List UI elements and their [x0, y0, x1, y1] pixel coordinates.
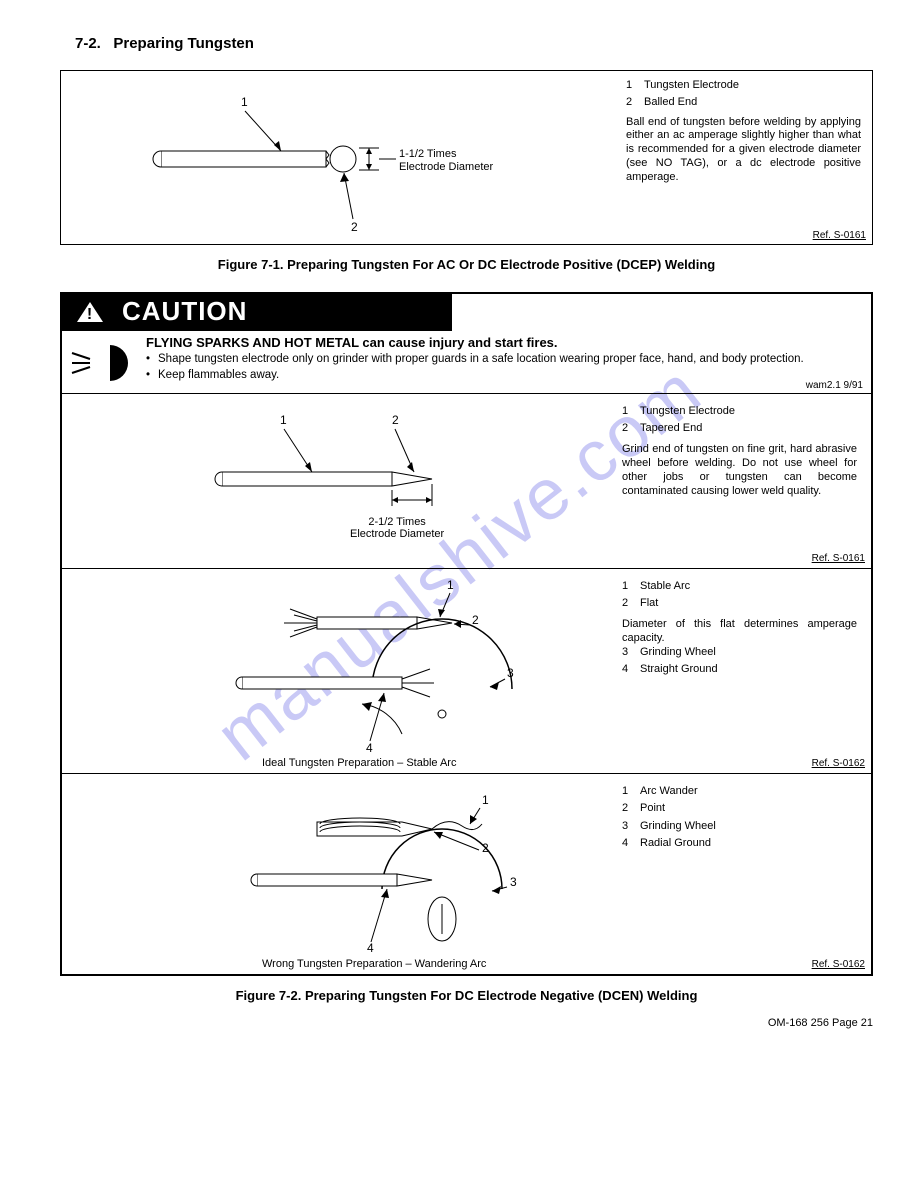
section-heading: 7-2. Preparing Tungsten: [75, 35, 873, 52]
fig2-panel-2: 1 2 3 4 1Stable Arc 2Flat Diameter of th…: [62, 569, 871, 774]
svg-text:!: !: [87, 306, 93, 323]
svg-text:2: 2: [392, 413, 399, 427]
fig2-p3-diagram: 1 2 3 4: [62, 774, 602, 969]
svg-text:2: 2: [482, 841, 489, 855]
svg-text:2: 2: [472, 613, 479, 627]
figure-7-1-box: 1 2 1-1/2 Times Electrode Diameter 1Tung…: [60, 70, 873, 245]
fig2-p2-caption: Ideal Tungsten Preparation – Stable Arc: [262, 757, 456, 769]
fig2-p2-legend: 1Stable Arc 2Flat Diameter of this flat …: [622, 579, 857, 680]
fig2-panel-3: 1 2 3 4 1Arc Wander 2Point 3Grinding Whe…: [62, 774, 871, 974]
fig1-diagram: 1 2: [61, 71, 621, 246]
caution-bullet-2: Keep flammables away.: [146, 368, 863, 384]
caution-body: FLYING SPARKS AND HOT METAL can cause in…: [62, 331, 871, 394]
fig2-p3-legend: 1Arc Wander 2Point 3Grinding Wheel 4Radi…: [622, 784, 857, 853]
svg-text:4: 4: [367, 941, 374, 955]
fig2-panel-1: 1 2 2-1/2 Times Electrode Diameter 1Tung…: [62, 394, 871, 569]
callout-1: 1: [241, 95, 248, 109]
fig2-p1-legend: 1Tungsten Electrode 2Tapered End Grind e…: [622, 404, 857, 499]
fig2-p1-dim: 2-1/2 Times Electrode Diameter: [350, 516, 444, 540]
svg-text:3: 3: [507, 666, 514, 680]
caution-figure-wrap: ! CAUTION FLYING SPARKS AND HOT METAL ca…: [60, 292, 873, 976]
section-number: 7-2.: [75, 35, 101, 52]
caution-heading: FLYING SPARKS AND HOT METAL can cause in…: [146, 335, 863, 350]
svg-text:1: 1: [280, 413, 287, 427]
fig2-p3-caption: Wrong Tungsten Preparation – Wandering A…: [262, 958, 486, 970]
section-title: Preparing Tungsten: [113, 35, 254, 52]
fig2-p2-ref: Ref. S-0162: [812, 758, 865, 769]
fig1-legend: 1Tungsten Electrode 2Balled End Ball end…: [626, 79, 861, 184]
caution-bar: ! CAUTION: [62, 294, 452, 331]
fig1-dim: 1-1/2 Times Electrode Diameter: [399, 148, 493, 173]
fig2-p2-diagram: 1 2 3 4: [62, 569, 602, 769]
callout-2: 2: [351, 220, 358, 234]
svg-text:4: 4: [366, 741, 373, 755]
caution-bullet-1: Shape tungsten electrode only on grinder…: [146, 352, 863, 368]
svg-text:1: 1: [447, 578, 454, 592]
fig2-caption: Figure 7-2. Preparing Tungsten For DC El…: [60, 988, 873, 1003]
fig2-p1-diagram: 1 2: [62, 394, 602, 564]
warning-icon: !: [76, 300, 104, 324]
svg-text:3: 3: [510, 875, 517, 889]
fig1-ref: Ref. S-0161: [813, 230, 866, 241]
page-footer: OM-168 256 Page 21: [768, 1017, 873, 1029]
fig1-caption: Figure 7-1. Preparing Tungsten For AC Or…: [60, 257, 873, 272]
fig2-p3-ref: Ref. S-0162: [812, 959, 865, 970]
fig2-p1-ref: Ref. S-0161: [812, 553, 865, 564]
svg-text:1: 1: [482, 793, 489, 807]
caution-code: wam2.1 9/91: [806, 380, 863, 391]
sparks-icon: [70, 335, 140, 387]
